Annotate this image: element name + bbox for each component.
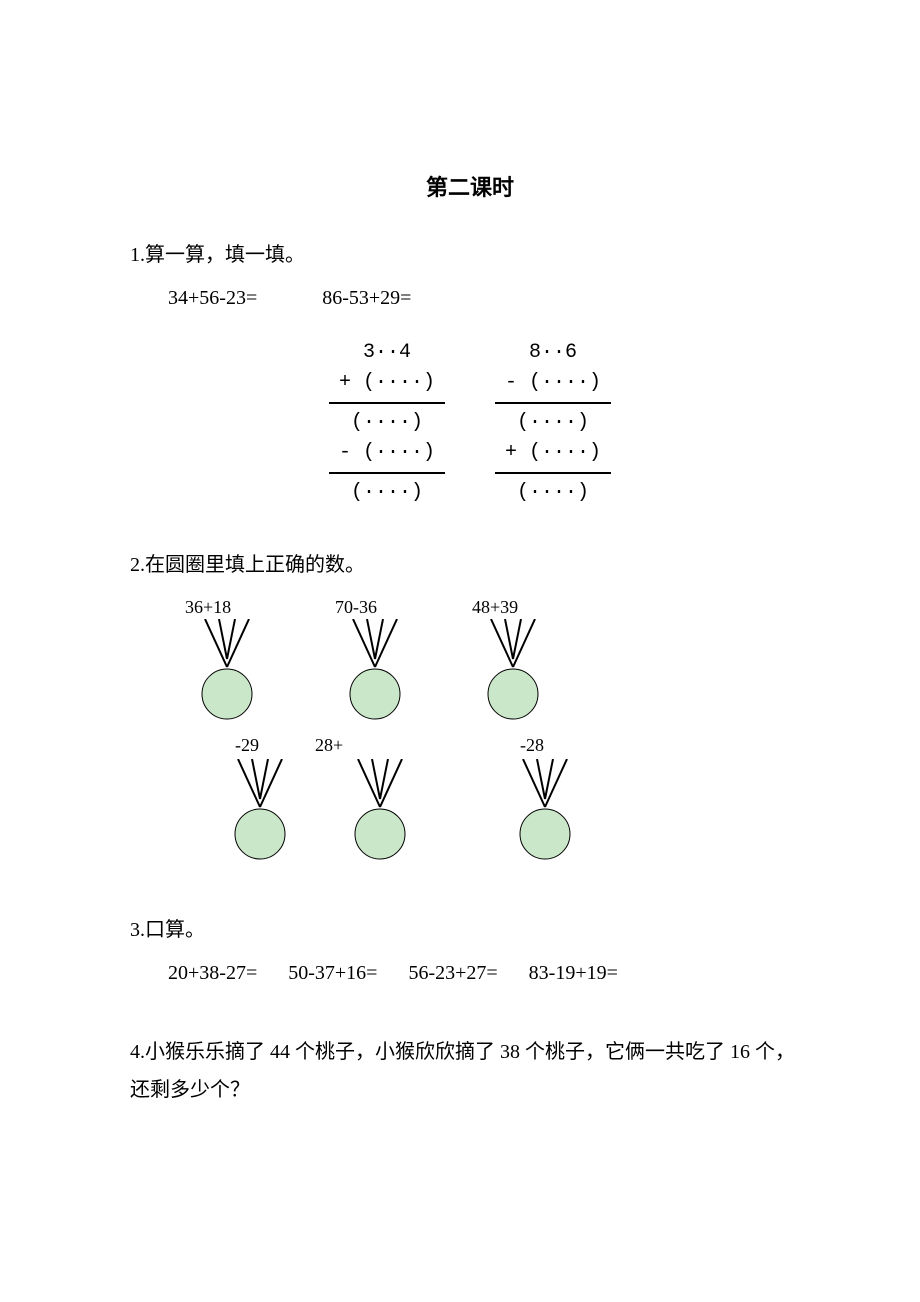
page-title: 第二课时 <box>130 170 810 202</box>
q2-row-2: -29 28+ -28 <box>170 737 810 877</box>
medal-icon <box>192 619 262 724</box>
q1-vertical-columns: 3··4 + (····) (····) - (····) (····) 8··… <box>130 338 810 508</box>
q2-label-1: 36+18 <box>185 597 231 618</box>
q1-col-2: 8··6 - (····) (····) + (····) (····) <box>495 338 611 508</box>
q1-col1-r5: (····) <box>329 478 445 508</box>
medal-icon <box>345 759 415 864</box>
medal-icon <box>340 619 410 724</box>
q2-medals: 36+18 70-36 48+39 <box>170 597 810 877</box>
q1-col2-r2: - (····) <box>495 368 611 398</box>
q2-row-1: 36+18 70-36 48+39 <box>170 597 810 737</box>
q1-col2-r5: (····) <box>495 478 611 508</box>
q1-col2-r3: (····) <box>495 408 611 438</box>
q2-mid-label-1: -29 <box>235 735 259 756</box>
q3-item-2: 50-37+16= <box>288 962 377 985</box>
q3-prompt: 3.口算。 <box>130 913 810 942</box>
medal-icon <box>478 619 548 724</box>
q2-prompt: 2.在圆圈里填上正确的数。 <box>130 548 810 577</box>
q3-item-3: 56-23+27= <box>408 962 497 985</box>
divider <box>329 472 445 474</box>
q1-col2-r1: 8··6 <box>495 338 611 368</box>
divider <box>495 402 611 404</box>
q3-item-4: 83-19+19= <box>529 962 618 985</box>
q4-prompt: 4.小猴乐乐摘了 44 个桃子，小猴欣欣摘了 38 个桃子，它俩一共吃了 16 … <box>130 1033 810 1109</box>
q2-label-2: 70-36 <box>335 597 377 618</box>
q1-prompt: 1.算一算，填一填。 <box>130 238 810 267</box>
divider <box>329 402 445 404</box>
q2-label-3: 48+39 <box>472 597 518 618</box>
q1-expr-2: 86-53+29= <box>322 287 411 310</box>
q3-item-1: 20+38-27= <box>168 962 257 985</box>
q1-col2-r4: + (····) <box>495 438 611 468</box>
q1-expressions: 34+56-23= 86-53+29= <box>168 287 810 310</box>
q1-col1-r4: - (····) <box>329 438 445 468</box>
worksheet-page: 第二课时 1.算一算，填一填。 34+56-23= 86-53+29= 3··4… <box>0 0 920 1189</box>
medal-icon <box>510 759 580 864</box>
q2-mid-label-2: 28+ <box>315 735 343 756</box>
q1-col1-r3: (····) <box>329 408 445 438</box>
divider <box>495 472 611 474</box>
q1-col1-r2: + (····) <box>329 368 445 398</box>
q1-expr-1: 34+56-23= <box>168 287 257 310</box>
medal-icon <box>225 759 295 864</box>
q1-col1-r1: 3··4 <box>329 338 445 368</box>
q1-col-1: 3··4 + (····) (····) - (····) (····) <box>329 338 445 508</box>
q2-mid-label-3: -28 <box>520 735 544 756</box>
q3-items: 20+38-27= 50-37+16= 56-23+27= 83-19+19= <box>168 962 810 985</box>
